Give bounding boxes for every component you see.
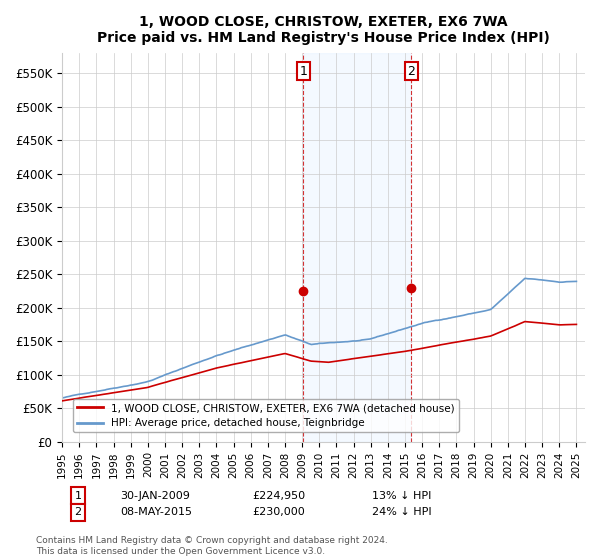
Bar [304, 53, 411, 442]
Text: 2: 2 [74, 507, 82, 517]
Legend: 1, WOOD CLOSE, CHRISTOW, EXETER, EX6 7WA (detached house), HPI: Average price, d: 1, WOOD CLOSE, CHRISTOW, EXETER, EX6 7WA… [73, 399, 459, 432]
Text: 1: 1 [299, 65, 307, 78]
Title: 1, WOOD CLOSE, CHRISTOW, EXETER, EX6 7WA
Price paid vs. HM Land Registry's House: 1, WOOD CLOSE, CHRISTOW, EXETER, EX6 7WA… [97, 15, 550, 45]
Text: £230,000: £230,000 [252, 507, 305, 517]
Text: 2: 2 [407, 65, 415, 78]
Text: 24% ↓ HPI: 24% ↓ HPI [372, 507, 431, 517]
Text: 13% ↓ HPI: 13% ↓ HPI [372, 491, 431, 501]
Text: 1: 1 [74, 491, 82, 501]
Text: Contains HM Land Registry data © Crown copyright and database right 2024.
This d: Contains HM Land Registry data © Crown c… [36, 536, 388, 556]
Text: 30-JAN-2009: 30-JAN-2009 [120, 491, 190, 501]
Text: 08-MAY-2015: 08-MAY-2015 [120, 507, 192, 517]
Text: £224,950: £224,950 [252, 491, 305, 501]
